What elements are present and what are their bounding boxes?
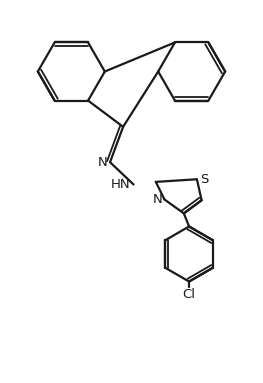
Text: HN: HN <box>111 178 130 191</box>
Text: N: N <box>153 193 162 206</box>
Text: S: S <box>200 173 208 186</box>
Text: N: N <box>98 156 108 169</box>
Text: Cl: Cl <box>183 288 196 301</box>
